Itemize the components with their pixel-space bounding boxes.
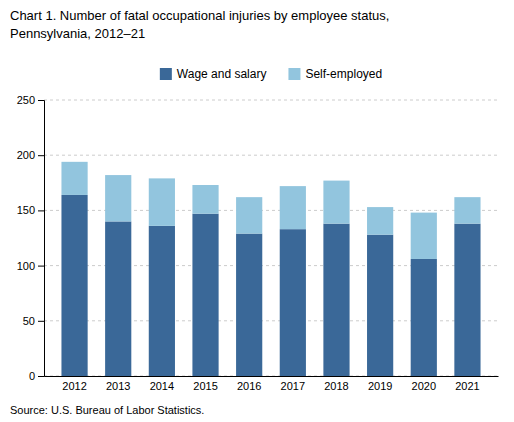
title: Chart 1. Number of fatal occupational in… xyxy=(10,8,389,23)
tick-label: 0 xyxy=(29,370,35,382)
tick-label: 2015 xyxy=(193,380,217,392)
legend: Wage and salary Self-employed xyxy=(160,67,382,81)
bar xyxy=(236,234,262,376)
tick-label: 50 xyxy=(23,315,35,327)
tick: 2012 xyxy=(62,380,86,392)
tick: 2021 xyxy=(455,380,479,392)
tick: 0 xyxy=(29,370,44,382)
legend-label: Self-employed xyxy=(305,67,382,81)
tick: 2016 xyxy=(237,380,261,392)
tick-mark xyxy=(38,210,44,211)
tick: 200 xyxy=(17,149,44,161)
tick-label: 2016 xyxy=(237,380,261,392)
bar xyxy=(105,221,131,376)
plot: 2012 2013 2014 2015 2016 2017 2018 2019 2020 2021… xyxy=(17,94,499,392)
bar xyxy=(411,259,437,376)
x-axis: 2012 2013 2014 2015 2016 2017 2018 2019 2020 2021 xyxy=(45,377,499,392)
subtitle: Pennsylvania, 2012–21 xyxy=(10,26,145,41)
tick: 50 xyxy=(23,315,44,327)
tick-label: 2018 xyxy=(324,380,348,392)
grid xyxy=(44,100,498,376)
tick-mark xyxy=(38,100,44,101)
tick-label: 2012 xyxy=(62,380,86,392)
annotation: Source: U.S. Bureau of Labor Statistics. xyxy=(10,404,204,416)
tick-label: 2014 xyxy=(150,380,174,392)
tick-label: 250 xyxy=(17,94,35,106)
bar xyxy=(323,181,349,224)
tick-mark xyxy=(38,266,44,267)
tick: 100 xyxy=(17,260,44,272)
bar xyxy=(105,175,131,221)
bar xyxy=(192,214,218,376)
bar xyxy=(61,162,87,195)
bar xyxy=(454,224,480,376)
axis-line xyxy=(38,101,45,377)
tick-label: 2013 xyxy=(106,380,130,392)
bar xyxy=(280,229,306,376)
tick-label: 2020 xyxy=(412,380,436,392)
legend-swatch xyxy=(160,68,172,80)
legend-item: Self-employed xyxy=(288,67,382,81)
tick-label: 100 xyxy=(17,260,35,272)
tick-mark xyxy=(38,376,44,377)
bar xyxy=(454,197,480,223)
tick-label: 2019 xyxy=(368,380,392,392)
tick-label: 2021 xyxy=(455,380,479,392)
grid-line xyxy=(44,155,498,156)
tick: 2014 xyxy=(150,380,174,392)
bars xyxy=(61,162,480,376)
tick: 2020 xyxy=(412,380,436,392)
tick-mark xyxy=(38,155,44,156)
grid-line xyxy=(44,100,498,101)
legend-item: Wage and salary xyxy=(160,67,267,81)
chart: Chart 1. Number of fatal occupational in… xyxy=(0,0,514,422)
tick: 2019 xyxy=(368,380,392,392)
legend-swatch xyxy=(288,68,300,80)
tick: 2015 xyxy=(193,380,217,392)
bar xyxy=(411,213,437,259)
tick-label: 200 xyxy=(17,149,35,161)
tick-mark xyxy=(38,321,44,322)
legend-label: Wage and salary xyxy=(177,67,267,81)
tick: 250 xyxy=(17,94,44,106)
bar xyxy=(280,186,306,229)
bar-series xyxy=(61,162,480,259)
bar xyxy=(236,197,262,233)
y-axis: 0 50 100 150 200 250 xyxy=(17,94,45,382)
tick-label: 150 xyxy=(17,204,35,216)
tick: 2013 xyxy=(106,380,130,392)
tick-label: 2017 xyxy=(281,380,305,392)
bar xyxy=(367,235,393,376)
bar xyxy=(149,178,175,225)
bar xyxy=(61,195,87,376)
bar xyxy=(323,224,349,376)
bar-series xyxy=(61,195,480,376)
tick: 150 xyxy=(17,204,44,216)
axis-line xyxy=(45,376,499,377)
bar xyxy=(149,226,175,376)
tick: 2017 xyxy=(281,380,305,392)
tick: 2018 xyxy=(324,380,348,392)
bar xyxy=(192,185,218,214)
bar xyxy=(367,207,393,235)
